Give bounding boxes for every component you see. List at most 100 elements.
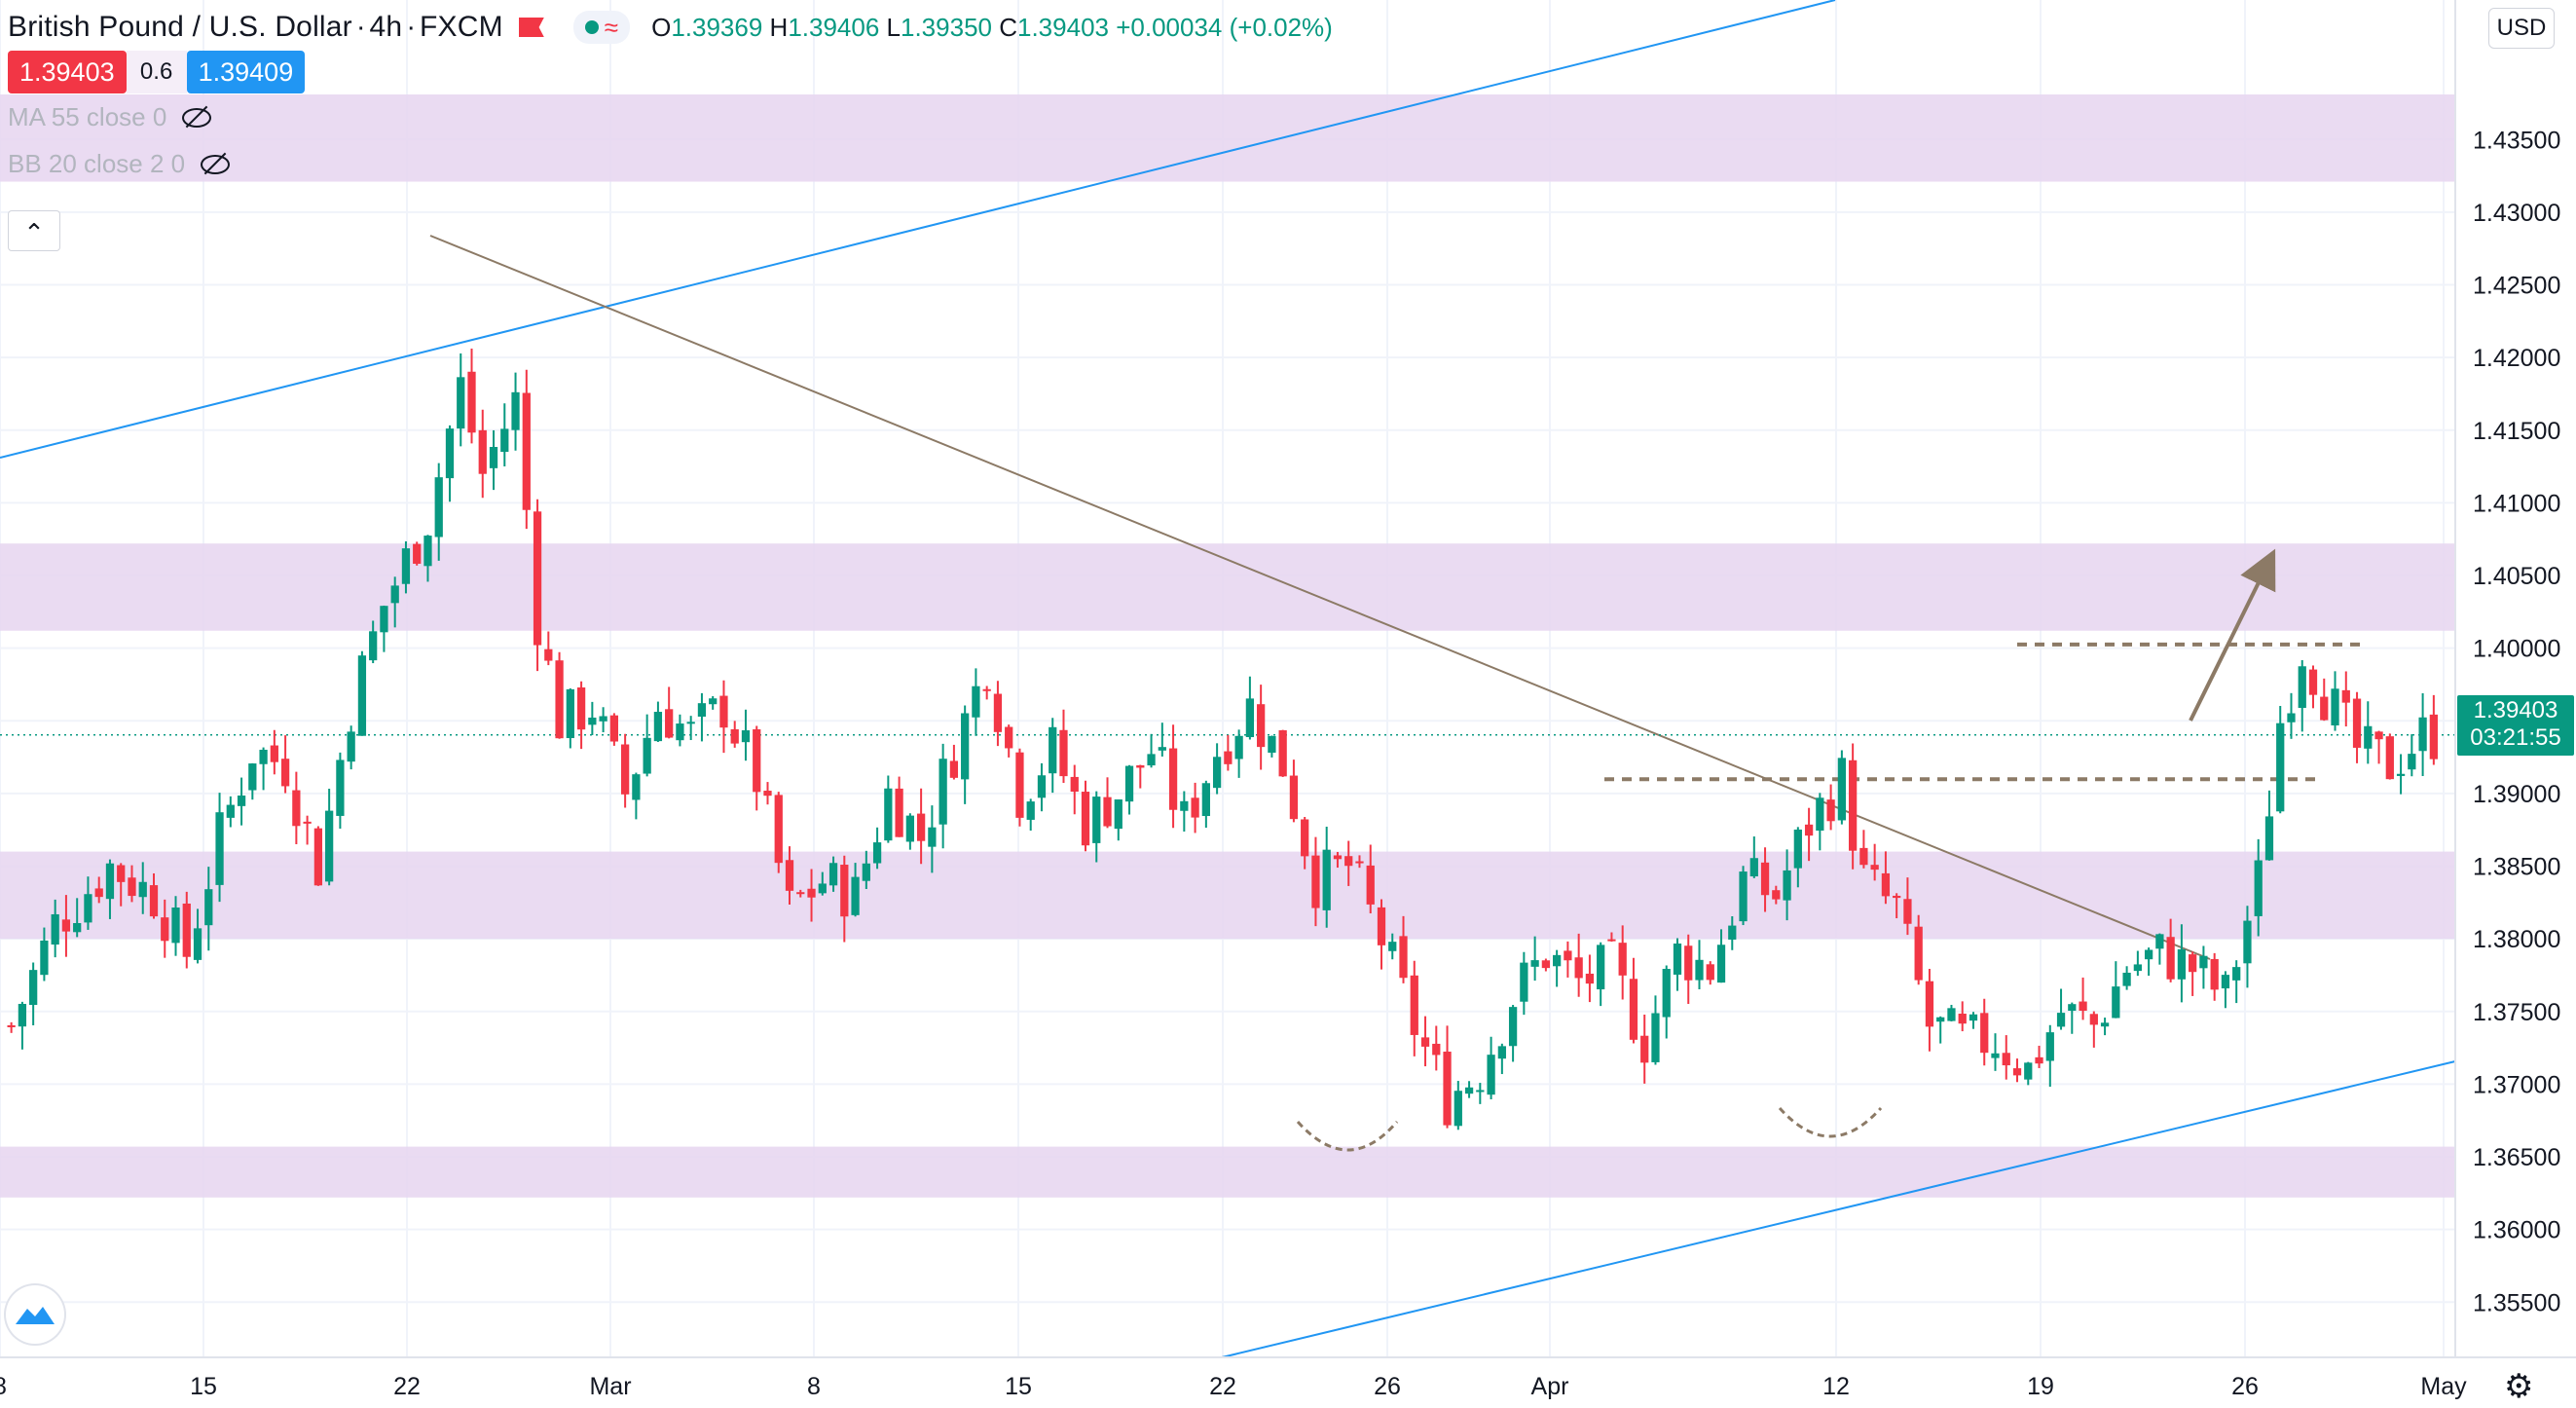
candle-body: [1103, 797, 1112, 827]
candle-body: [280, 759, 290, 787]
candle-body: [1772, 890, 1781, 900]
eye-hidden-icon[interactable]: [180, 106, 213, 128]
symbol-title[interactable]: British Pound / U.S. Dollar: [8, 11, 352, 43]
candle-body: [2056, 1013, 2066, 1027]
candle-body: [796, 892, 805, 895]
candle-body: [588, 717, 597, 725]
candle-body: [697, 703, 707, 717]
last-price-tag: 1.39403 03:21:55: [2457, 695, 2574, 756]
time-axis-bg: [0, 1357, 2576, 1408]
candle-body: [1388, 942, 1397, 951]
candle-body: [1049, 726, 1057, 774]
candle-body: [51, 913, 59, 945]
time-tick-label: 8: [0, 1373, 7, 1400]
candle-body: [763, 791, 772, 797]
candle-body: [73, 922, 82, 933]
ohlc-values: O1.39369 H1.39406 L1.39350 C1.39403 +0.0…: [651, 13, 1333, 43]
candle-body: [1520, 962, 1528, 1002]
candle-body: [709, 698, 718, 705]
candle-body: [1476, 1090, 1485, 1093]
market-status-pill[interactable]: ≈: [572, 11, 631, 44]
candle-body: [807, 888, 816, 898]
candle-body: [94, 888, 103, 898]
candle-body: [609, 715, 618, 742]
time-tick-label: 15: [1005, 1373, 1032, 1400]
candle-body: [916, 813, 926, 841]
candle-body: [1191, 797, 1199, 818]
candle-body: [851, 876, 860, 915]
price-tick-label: 1.36000: [2473, 1217, 2560, 1244]
indicator-ma[interactable]: MA 55 close 0: [8, 93, 1333, 140]
candle-body: [1749, 858, 1758, 877]
flag-icon[interactable]: [518, 18, 544, 37]
collapse-legend-button[interactable]: ⌃: [8, 210, 60, 251]
price-tick-label: 1.39000: [2473, 781, 2560, 808]
candle-body: [1026, 801, 1035, 820]
candle-body: [1629, 979, 1638, 1040]
candle-body: [1344, 856, 1353, 867]
candle-body: [1322, 849, 1331, 910]
tradingview-logo[interactable]: [6, 1285, 64, 1344]
candle-body: [632, 774, 641, 800]
candle-body: [237, 795, 246, 806]
candle-body: [1728, 925, 1737, 940]
buy-button[interactable]: 1.39409: [186, 51, 306, 93]
candle-body: [1739, 871, 1748, 922]
price-tick-label: 1.40000: [2473, 636, 2560, 663]
candle-body: [313, 828, 323, 886]
candle-body: [555, 660, 564, 739]
candle-body: [2100, 1022, 2110, 1027]
candle-body: [599, 716, 607, 722]
candle-body: [467, 371, 476, 433]
candle-body: [544, 648, 553, 661]
candle-body: [2189, 954, 2197, 973]
settings-gear-icon[interactable]: ⚙: [2504, 1368, 2534, 1405]
candle-body: [1311, 855, 1320, 908]
candle-body: [29, 970, 38, 1006]
candle-body: [2408, 754, 2416, 770]
candle-body: [2024, 1062, 2033, 1080]
candle-body: [204, 889, 213, 926]
candle-body: [1881, 872, 1891, 897]
eye-hidden-icon[interactable]: [199, 153, 232, 174]
time-tick-label: 26: [1374, 1373, 1401, 1400]
candle-body: [2385, 736, 2394, 780]
candle-body: [1651, 1013, 1660, 1062]
candle-body: [1301, 819, 1309, 857]
candle-body: [818, 883, 827, 894]
candle-body: [1662, 969, 1671, 1018]
candle-body: [643, 737, 651, 774]
candle-body: [2012, 1068, 2022, 1076]
symbol-row: British Pound / U.S. Dollar · 4h · FXCM …: [8, 8, 1333, 47]
candle-body: [149, 885, 159, 917]
candle-body: [1005, 726, 1013, 749]
candle-body: [380, 606, 388, 633]
price-tick-label: 1.38000: [2473, 926, 2560, 953]
candle-body: [1037, 775, 1047, 798]
zone-band: [0, 851, 2455, 940]
sell-button[interactable]: 1.39403: [8, 51, 127, 93]
interval-label[interactable]: 4h: [369, 11, 403, 43]
indicator-bb-label: BB 20 close 2 0: [8, 148, 186, 178]
candle-body: [2429, 714, 2438, 760]
price-tick-label: 1.37500: [2473, 999, 2560, 1026]
indicator-bb[interactable]: BB 20 close 2 0: [8, 140, 1333, 187]
candle-body: [1497, 1046, 1506, 1059]
candle-body: [895, 788, 903, 837]
chart-legend: British Pound / U.S. Dollar · 4h · FXCM …: [8, 8, 1333, 187]
high-value: 1.39406: [788, 12, 880, 42]
candle-body: [1870, 865, 1879, 871]
candle-body: [2068, 1004, 2077, 1012]
zone-band: [0, 94, 2455, 182]
candle-body: [84, 894, 92, 923]
time-tick-label: 22: [393, 1373, 421, 1400]
candle-body: [2243, 920, 2252, 964]
candle-body: [2341, 689, 2350, 703]
candle-body: [182, 903, 191, 957]
candle-body: [2418, 717, 2427, 752]
candle-body: [1793, 829, 1802, 869]
candle-body: [215, 812, 224, 885]
currency-button[interactable]: USD: [2488, 8, 2555, 49]
candle-body: [2210, 958, 2219, 990]
